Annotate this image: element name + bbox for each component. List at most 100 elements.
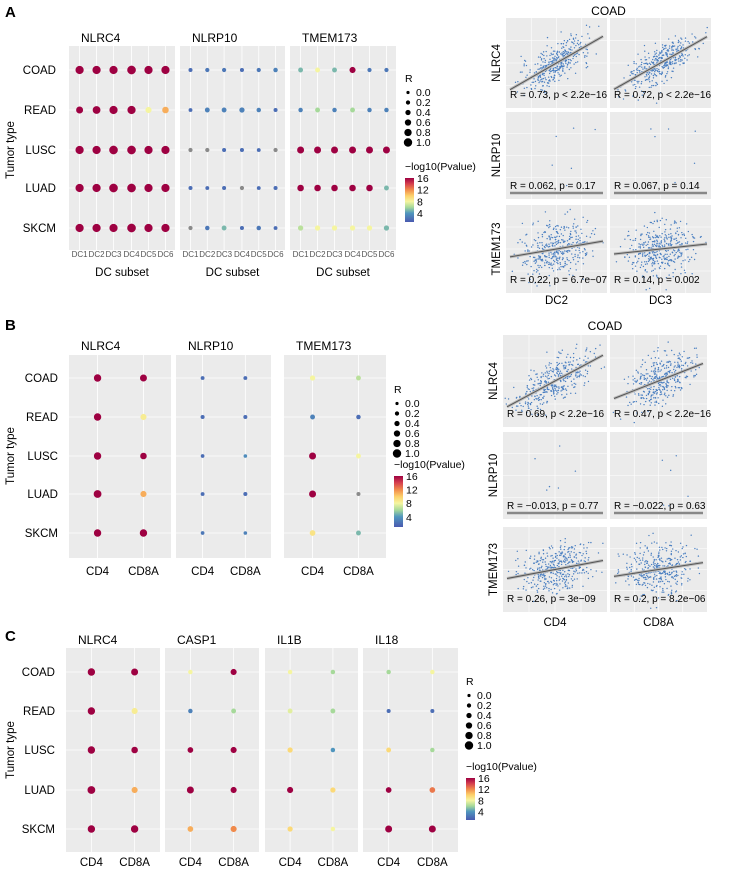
scatter-point	[656, 389, 659, 392]
scatter-point	[534, 80, 537, 83]
scatter-point	[629, 74, 631, 77]
scatter-point	[548, 587, 550, 590]
scatter-point	[524, 260, 526, 263]
scatter-point	[564, 264, 566, 267]
scatter-point	[680, 58, 682, 61]
scatter-point	[666, 587, 668, 590]
scatter-point	[537, 379, 539, 381]
dot-lusc-cd4	[200, 454, 205, 458]
scatter-point	[556, 65, 559, 68]
scatter-point	[555, 243, 558, 246]
scatter-point	[544, 577, 546, 579]
scatter-point	[662, 504, 665, 506]
dot-coad-dc6	[161, 65, 170, 75]
scatter-point	[702, 42, 704, 45]
scatter-point	[574, 571, 576, 573]
scatter-point	[645, 397, 648, 400]
scatter-row-label: NLRP10	[488, 454, 500, 497]
scatter-point	[569, 58, 571, 61]
dot-lusc-cd4	[93, 452, 102, 460]
scatter-point	[656, 253, 659, 256]
scatter-point	[649, 238, 652, 240]
dot-luad-dc5	[256, 186, 261, 190]
scatter-point	[648, 75, 651, 77]
scatter-point	[533, 583, 536, 585]
scatter-point	[545, 583, 547, 585]
scatter-point	[671, 372, 673, 374]
scatter-point	[679, 542, 682, 544]
scatter-point	[634, 552, 636, 554]
y-tick-label: COAD	[22, 667, 55, 679]
legend-color-title: −log10(Pvalue)	[466, 761, 537, 773]
scatter-point	[548, 364, 550, 366]
scatter-point	[640, 90, 643, 92]
scatter-point	[667, 260, 670, 262]
scatter-point	[644, 56, 646, 58]
scatter-point	[532, 600, 535, 603]
scatter-point	[652, 261, 654, 264]
scatter-point	[574, 37, 577, 39]
dot-lusc-cd4	[309, 452, 317, 460]
scatter-point	[575, 568, 577, 570]
scatter-point	[660, 376, 663, 378]
scatter-nlrp10-cd8a: R = −0.022, p = 0.63	[610, 432, 707, 519]
scatter-point	[638, 243, 640, 245]
scatter-point	[557, 239, 560, 242]
scatter-point	[678, 352, 681, 354]
scatter-point	[664, 392, 666, 394]
scatter-point	[671, 243, 673, 246]
scatter-point	[684, 40, 687, 42]
scatter-point	[561, 580, 564, 582]
scatter-point	[675, 570, 677, 572]
scatter-point	[656, 68, 658, 70]
scatter-point	[660, 576, 662, 578]
scatter-point	[555, 135, 557, 138]
scatter-point	[548, 252, 550, 254]
scatter-point	[687, 55, 689, 57]
scatter-point	[577, 254, 579, 256]
scatter-point	[653, 55, 655, 58]
scatter-point	[637, 371, 639, 373]
scatter-point	[572, 57, 574, 60]
scatter-point	[641, 575, 643, 578]
scatter-point	[556, 259, 558, 261]
scatter-point	[655, 585, 658, 588]
scatter-point	[654, 254, 657, 257]
scatter-point	[533, 78, 535, 80]
scatter-point	[523, 65, 525, 67]
scatter-point	[539, 76, 542, 78]
scatter-point	[584, 375, 586, 378]
scatter-point	[644, 561, 646, 563]
scatter-point	[656, 245, 658, 247]
scatter-point	[684, 37, 687, 39]
scatter-point	[663, 388, 666, 391]
scatter-point	[659, 219, 662, 222]
scatter-point	[569, 208, 571, 211]
scatter-point	[527, 407, 530, 409]
scatter-point	[519, 395, 521, 398]
scatter-point	[674, 268, 676, 271]
scatter-point	[691, 362, 694, 364]
scatter-point	[544, 246, 546, 249]
scatter-point	[657, 366, 660, 369]
scatter-point	[550, 242, 552, 244]
scatter-point	[556, 51, 559, 54]
scatter-point	[668, 62, 670, 64]
scatter-point	[654, 71, 656, 73]
scatter-point	[538, 551, 540, 553]
scatter-point	[535, 271, 538, 273]
scatter-point	[556, 257, 558, 259]
scatter-point	[554, 375, 557, 377]
scatter-point	[652, 240, 655, 243]
scatter-point	[579, 239, 581, 242]
colorbar	[394, 476, 403, 527]
scatter-point	[577, 260, 579, 263]
scatter-point	[531, 387, 533, 390]
scatter-point	[667, 565, 669, 567]
scatter-point	[550, 555, 552, 557]
scatter-point	[668, 45, 671, 47]
dot-lusc-dc3	[109, 145, 118, 155]
scatter-point	[668, 581, 671, 583]
scatter-point	[548, 582, 550, 584]
